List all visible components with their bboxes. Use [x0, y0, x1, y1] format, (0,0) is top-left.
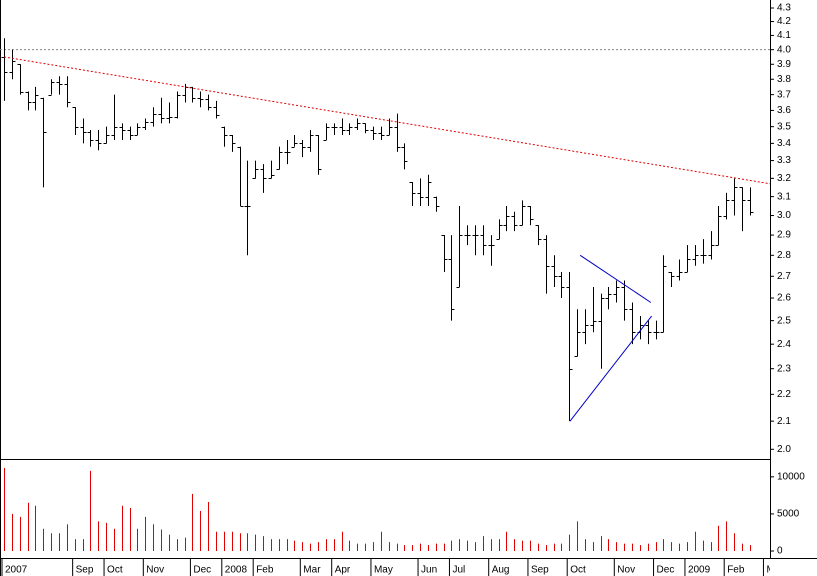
trend-line — [569, 315, 653, 422]
y-tick-label: 3.1 — [777, 191, 791, 202]
y-tick-label: 4.1 — [777, 30, 791, 41]
x-tick-label: Sep — [531, 565, 549, 576]
y-tick-label: 3.3 — [777, 155, 791, 166]
y-tick-label: 2.9 — [777, 230, 791, 241]
y-tick-label: 3.4 — [777, 138, 791, 149]
y-tick-label: 3.9 — [777, 59, 791, 70]
y-tick-label: 2.0 — [777, 444, 791, 455]
volume-tick-label: 0 — [777, 546, 783, 557]
y-tick-label: 4.3 — [777, 3, 791, 14]
x-tick-label: Oct — [570, 565, 586, 576]
x-tick-label: Feb — [727, 565, 745, 576]
x-tick-label: 2007 — [5, 565, 28, 576]
y-tick-label: 4.2 — [777, 16, 791, 27]
y-tick-label: 3.6 — [777, 105, 791, 116]
x-tick-label: Apr — [335, 565, 351, 576]
trend-line — [3, 56, 770, 185]
x-tick-label: Jun — [421, 565, 437, 576]
y-tick-label: 2.4 — [777, 339, 791, 350]
x-tick-label: 2008 — [225, 565, 248, 576]
y-tick-label: 4.0 — [777, 44, 791, 55]
trend-line — [579, 254, 652, 303]
x-tick-label: 2009 — [688, 565, 711, 576]
plot-area: 2007 Sep Oct Nov Dec 2008 Feb Mar Apr May Jun Jul Au… — [0, 38, 780, 576]
x-tick-label: Dec — [193, 565, 211, 576]
volume-tick-label: 5000 — [777, 509, 800, 520]
y-tick-label: 3.5 — [777, 121, 791, 132]
x-tick-label: May — [374, 565, 393, 576]
y-tick-label: 2.6 — [777, 293, 791, 304]
y-tick-label: 3.0 — [777, 210, 791, 221]
y-tick-label: 2.1 — [777, 416, 791, 427]
x-tick-label: Sep — [76, 565, 94, 576]
x-tick-label: Feb — [256, 565, 274, 576]
y-tick-label: 2.5 — [777, 315, 791, 326]
y-tick-label: 3.8 — [777, 74, 791, 85]
y-tick-label: 2.2 — [777, 389, 791, 400]
x-tick-label: Mar — [303, 565, 321, 576]
y-tick-label: 2.3 — [777, 363, 791, 374]
x-tick-label: Ma — [766, 565, 780, 576]
x-tick-label: Aug — [492, 565, 510, 576]
y-tick-label: 3.7 — [777, 89, 791, 100]
x-tick-label: Oct — [107, 565, 123, 576]
y-tick-label: 3.2 — [777, 173, 791, 184]
y-tick-label: 2.7 — [777, 271, 791, 282]
x-tick-label: Nov — [146, 565, 164, 576]
x-tick-label: Jul — [452, 565, 465, 576]
x-tick-label: Nov — [617, 565, 635, 576]
volume-tick-label: 10000 — [777, 471, 805, 482]
y-tick-label: 2.8 — [777, 250, 791, 261]
x-tick-label: Dec — [657, 565, 675, 576]
